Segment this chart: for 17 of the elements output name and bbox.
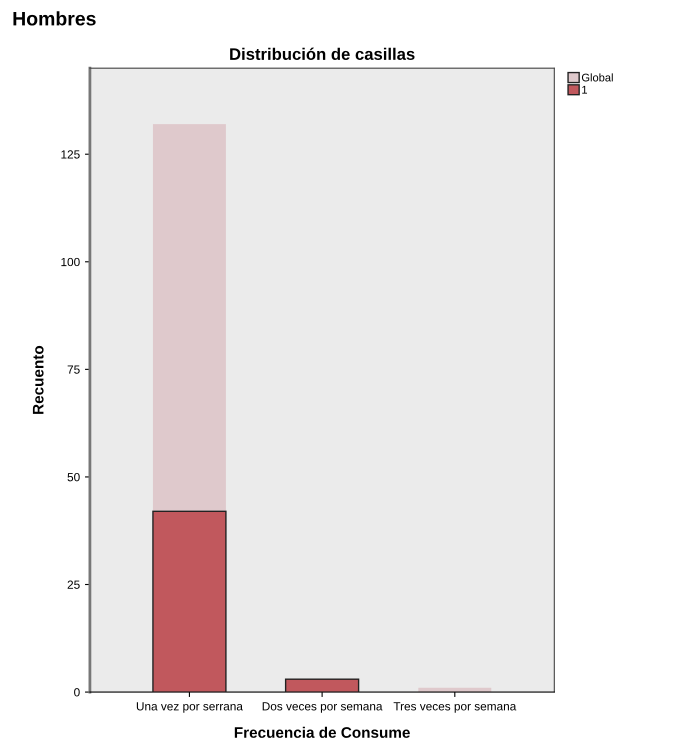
y-axis-title: Recuento [32, 346, 44, 414]
x-axis-title: Frecuencia de Consume [234, 726, 410, 738]
y-tick-label: 25 [68, 580, 80, 589]
chart-subtitle: Distribución de casillas [230, 48, 415, 60]
y-tick-label: 50 [68, 472, 80, 482]
chart-title: Hombres [13, 11, 96, 26]
bar [152, 510, 227, 692]
y-tick-label: 75 [68, 366, 80, 374]
x-tick-label: Dos veces por semana [262, 702, 382, 713]
legend-label: Global [582, 73, 613, 82]
x-tick-label: Tres veces por semana [394, 702, 516, 713]
y-tick-label: 125 [61, 150, 80, 159]
y-tick-label: 100 [61, 258, 80, 266]
x-tick-label: Una vez por serrana [136, 702, 243, 713]
legend-label: 1 [582, 86, 588, 94]
y-tick-label: 0 [74, 688, 80, 696]
bar [284, 678, 360, 692]
